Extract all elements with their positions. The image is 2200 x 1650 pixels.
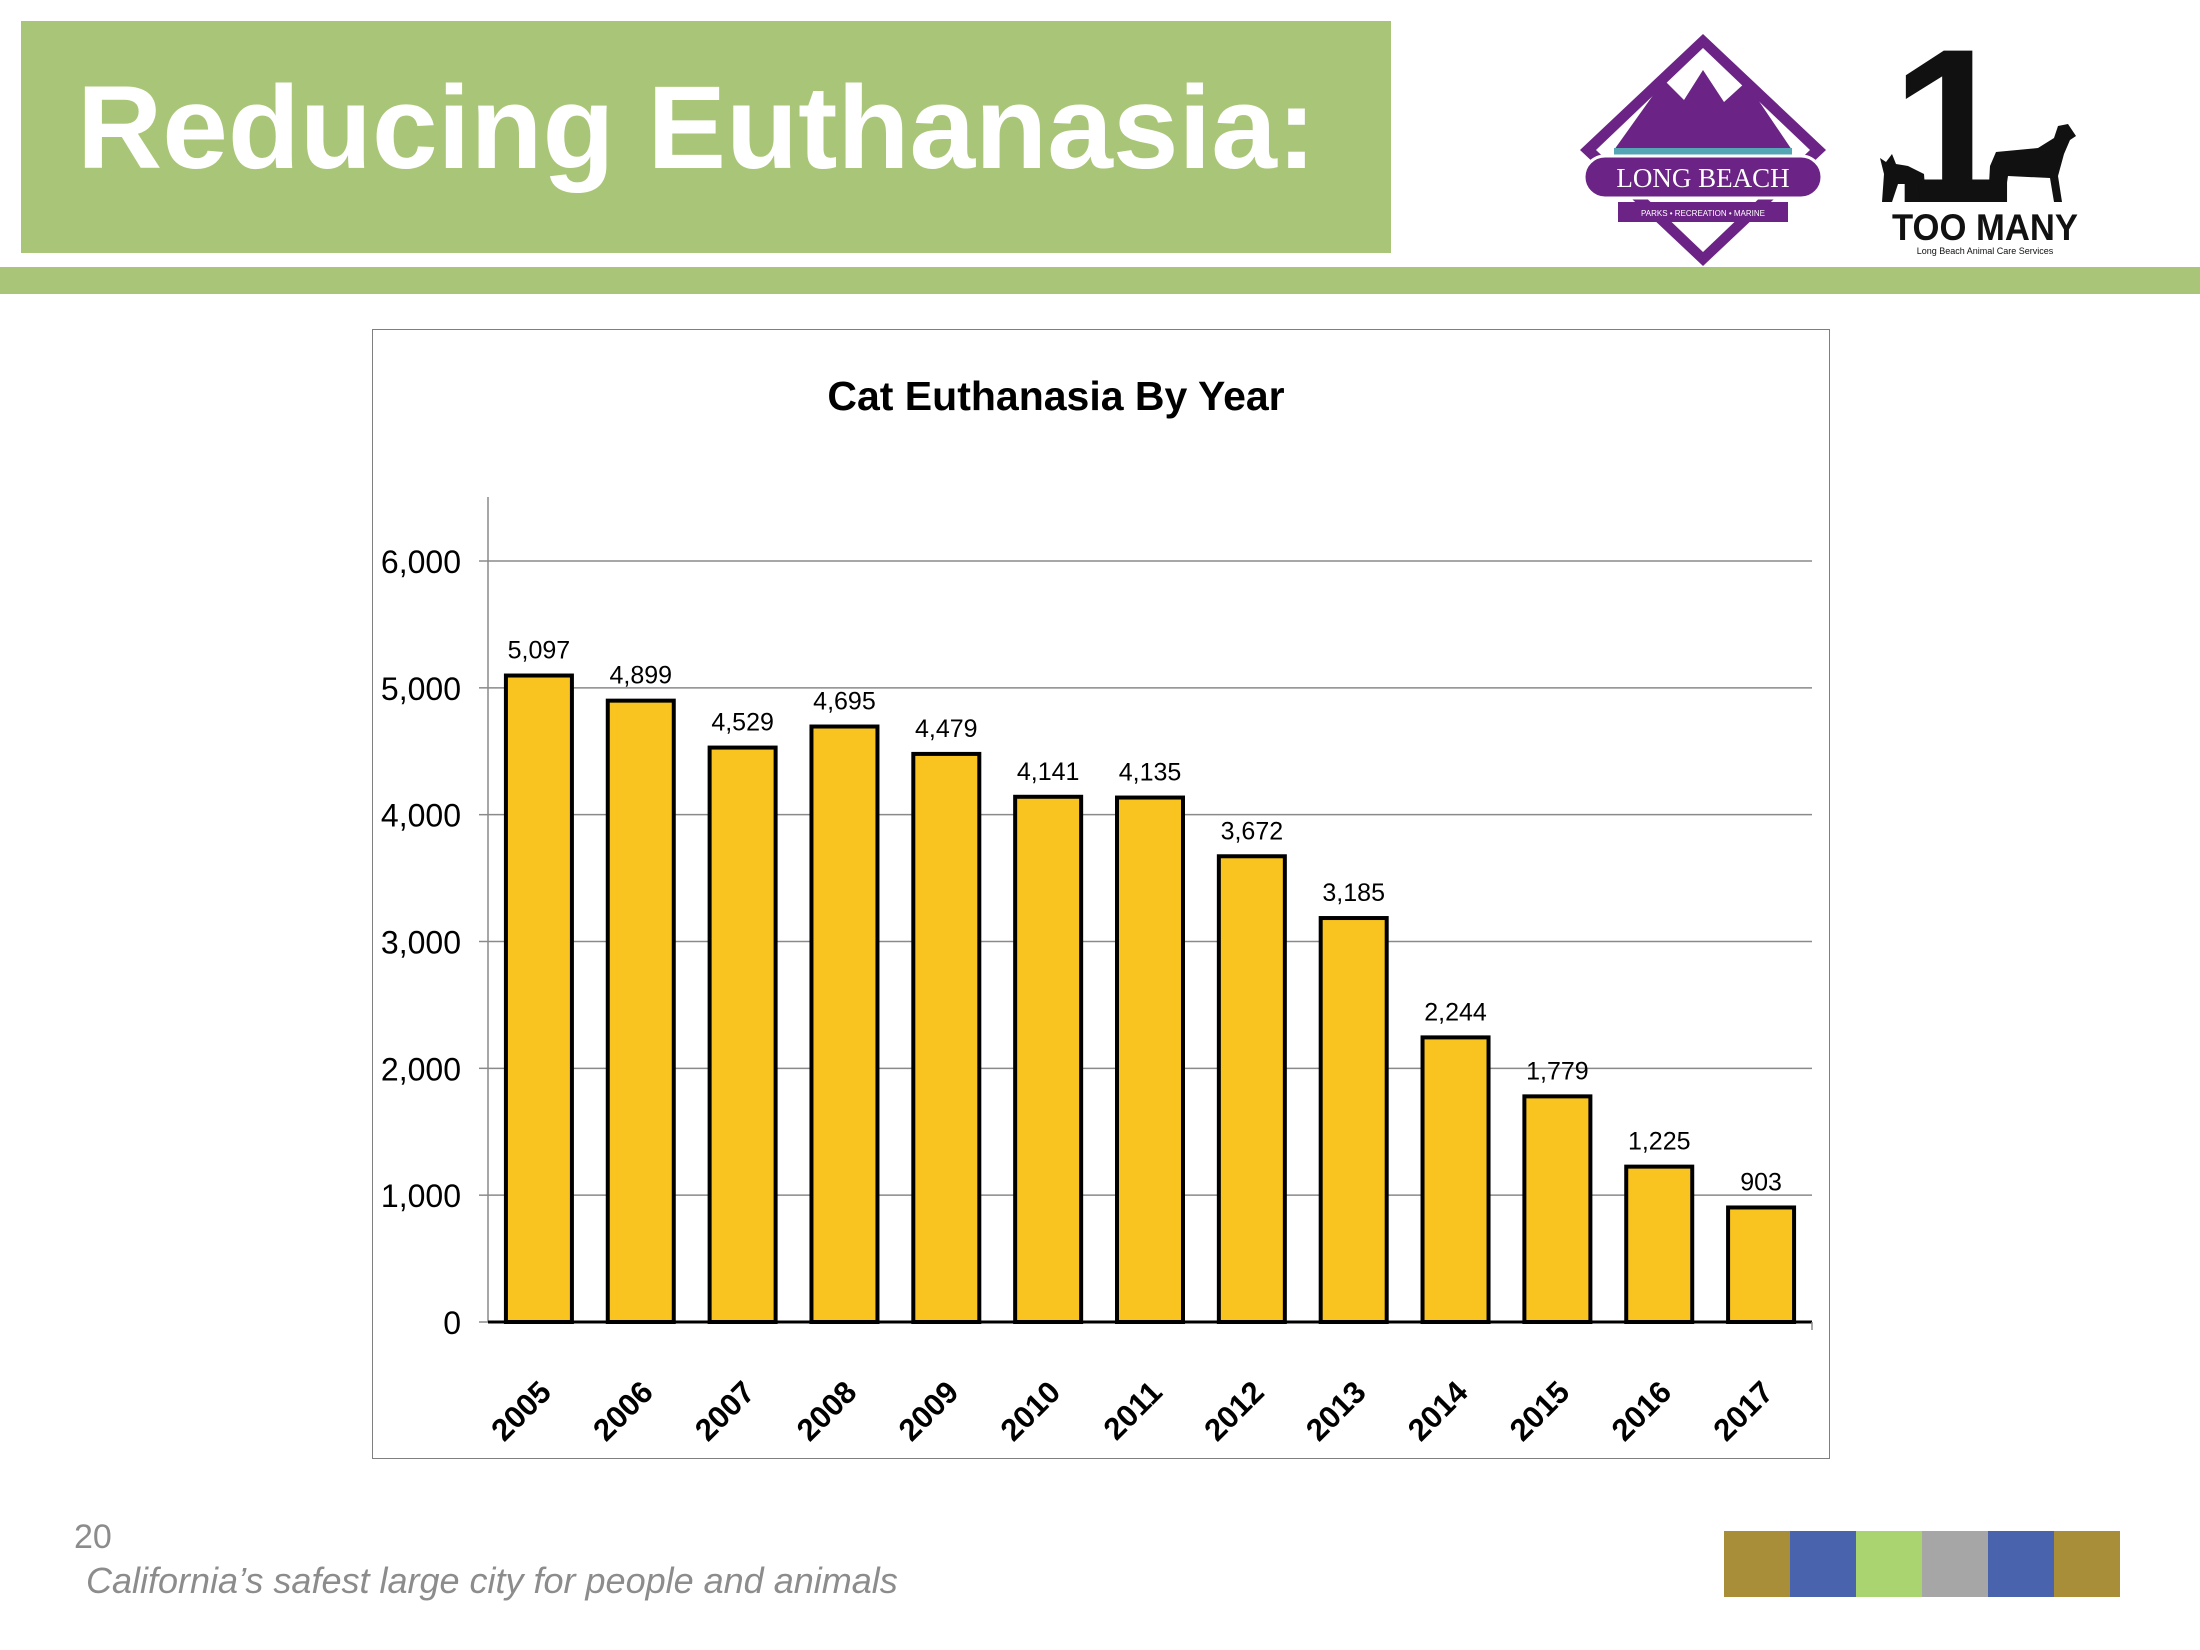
bar-2012 [1216,854,1287,1324]
header-rule [0,267,2200,294]
bar-2015 [1522,1094,1593,1325]
x-tick-label: 2008 [790,1374,864,1448]
data-label: 903 [1740,1168,1782,1196]
logo-sub: PARKS • RECREATION • MARINE [1641,209,1765,218]
chart-title: Cat Euthanasia By Year [827,373,1284,419]
y-tick-label: 6,000 [381,544,461,580]
y-tick-label: 2,000 [381,1051,461,1087]
x-tick-label: 2006 [586,1374,660,1448]
data-label: 4,135 [1119,759,1182,787]
x-tick-label: 2010 [994,1374,1068,1448]
logo-digit: 1 [1891,26,2013,249]
data-label: 1,779 [1526,1057,1589,1085]
long-beach-parks-logo: LONG BEACH PARKS • RECREATION • MARINE [1580,34,1826,266]
footer-swatch [1988,1531,2054,1597]
data-label: 4,899 [609,662,672,690]
bar-2009 [911,751,982,1324]
x-tick-label: 2016 [1605,1374,1679,1448]
bar-2013 [1318,916,1389,1324]
x-tick-label: 2014 [1401,1374,1475,1448]
data-label: 3,185 [1322,879,1385,907]
dog-icon [1988,124,2076,202]
bar-2006 [605,698,676,1324]
bar-2016 [1624,1164,1695,1324]
data-label: 4,141 [1017,758,1080,786]
data-label: 4,529 [711,709,774,737]
one-too-many-logo: 1 TOO MANY Long Beach Animal Care Servic… [1880,26,2078,256]
data-labels: 5,097 4,899 4,529 4,695 4,479 4,141 4,135 3,672… [508,637,1782,1197]
data-label: 4,695 [813,688,876,716]
bar-2017 [1726,1205,1797,1324]
x-tick-label: 2012 [1197,1374,1271,1448]
x-tick-label: 2013 [1299,1374,1373,1448]
bar-2008 [809,724,880,1324]
logo-sub: Long Beach Animal Care Services [1917,246,2054,256]
footer-swatch [2054,1531,2120,1597]
y-tick-label: 4,000 [381,798,461,834]
bars [503,673,1797,1325]
x-tick-label: 2007 [688,1374,762,1448]
y-tick-label: 1,000 [381,1178,461,1214]
x-tick-label: 2015 [1503,1374,1577,1448]
bar-2005 [503,673,574,1324]
page-number: 20 [74,1518,112,1556]
bar-2007 [707,745,778,1324]
mountain-icon [1614,70,1792,150]
footer-swatch [1856,1531,1922,1597]
footer-swatch [1724,1531,1790,1597]
x-tick-label: 2005 [484,1374,558,1448]
data-label: 5,097 [508,637,571,665]
logo-banner [1582,154,1824,200]
y-tick-label: 0 [443,1305,461,1341]
footer-swatch [1922,1531,1988,1597]
y-tick-label: 5,000 [381,671,461,707]
title-banner: Reducing Euthanasia: [21,21,1391,253]
footer-swatch [1790,1531,1856,1597]
data-label: 3,672 [1221,817,1284,845]
x-tick-label: 2009 [892,1374,966,1448]
bar-2014 [1420,1035,1491,1324]
bar-2011 [1115,795,1185,1324]
bar-2010 [1013,794,1084,1324]
slide-title: Reducing Euthanasia: [77,62,1317,194]
x-tick-label: 2017 [1707,1374,1781,1448]
tagline: California’s safest large city for peopl… [86,1560,898,1601]
x-tick-label: 2011 [1097,1374,1169,1446]
data-label: 1,225 [1628,1128,1691,1156]
cat-icon [1880,154,1926,202]
y-tick-label: 3,000 [381,925,461,961]
data-label: 4,479 [915,715,978,743]
logo-name: TOO MANY [1892,207,2078,248]
x-axis: 2005 2006 2007 2008 2009 2010 2011 2012 2013 2014… [484,1320,1813,1448]
data-label: 2,244 [1424,998,1487,1026]
logo-name: LONG BEACH [1616,163,1789,193]
footer-swatches [1724,1531,2120,1597]
y-axis: 0 1,000 2,000 3,000 4,000 5,000 6,000 [381,497,489,1341]
logo-subbanner [1618,202,1788,222]
